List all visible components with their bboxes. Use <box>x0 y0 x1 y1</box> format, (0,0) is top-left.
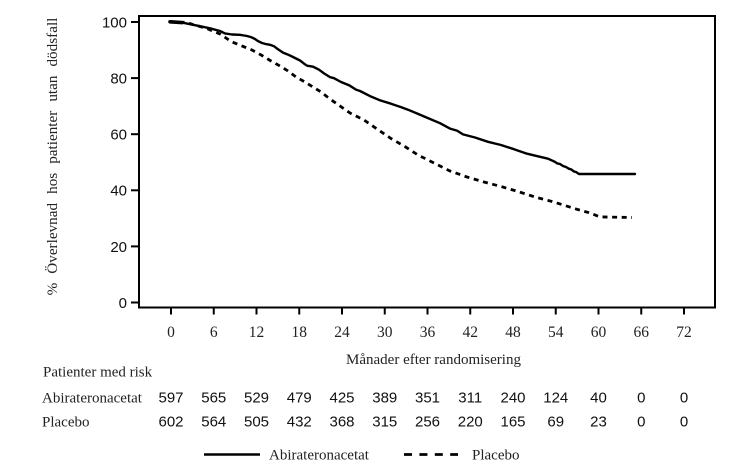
svg-text:40: 40 <box>590 390 607 407</box>
svg-text:432: 432 <box>287 414 312 431</box>
svg-text:100: 100 <box>102 14 127 31</box>
svg-text:72: 72 <box>676 324 692 341</box>
svg-text:80: 80 <box>110 71 127 88</box>
svg-text:529: 529 <box>244 390 269 407</box>
svg-text:12: 12 <box>249 324 265 341</box>
svg-text:220: 220 <box>458 414 483 431</box>
svg-text:20: 20 <box>110 239 127 256</box>
svg-text:0: 0 <box>637 390 645 407</box>
svg-text:315: 315 <box>372 414 397 431</box>
svg-text:60: 60 <box>110 127 127 144</box>
svg-text:256: 256 <box>415 414 440 431</box>
svg-text:597: 597 <box>158 390 183 407</box>
svg-text:66: 66 <box>634 324 650 341</box>
svg-text:165: 165 <box>500 414 525 431</box>
svg-text:0: 0 <box>637 414 645 431</box>
svg-text:Abirateronacetat: Abirateronacetat <box>42 391 143 407</box>
svg-text:240: 240 <box>500 390 525 407</box>
svg-text:Placebo: Placebo <box>472 448 519 464</box>
svg-text:368: 368 <box>329 414 354 431</box>
svg-text:505: 505 <box>244 414 269 431</box>
svg-text:351: 351 <box>415 390 440 407</box>
svg-text:69: 69 <box>547 414 564 431</box>
svg-text:Månader efter randomisering: Månader efter randomisering <box>346 352 521 368</box>
svg-text:% Överlevnad hos patienter uta: % Överlevnad hos patienter utan dödsfall <box>44 18 61 296</box>
svg-text:Placebo: Placebo <box>42 415 89 431</box>
svg-text:311: 311 <box>458 390 482 407</box>
svg-text:24: 24 <box>334 324 350 341</box>
svg-text:479: 479 <box>287 390 312 407</box>
svg-text:40: 40 <box>110 183 127 200</box>
svg-text:60: 60 <box>591 324 607 341</box>
svg-text:Abirateronacetat: Abirateronacetat <box>269 448 370 464</box>
svg-text:Patienter med risk: Patienter med risk <box>43 365 153 381</box>
svg-text:6: 6 <box>210 324 218 341</box>
svg-text:0: 0 <box>119 295 127 312</box>
svg-text:425: 425 <box>329 390 354 407</box>
svg-text:23: 23 <box>590 414 607 431</box>
svg-text:36: 36 <box>420 324 436 341</box>
svg-text:0: 0 <box>680 390 688 407</box>
svg-text:565: 565 <box>201 390 226 407</box>
svg-text:0: 0 <box>167 324 175 341</box>
svg-text:124: 124 <box>543 390 568 407</box>
svg-text:54: 54 <box>548 324 564 341</box>
svg-text:48: 48 <box>505 324 521 341</box>
svg-text:0: 0 <box>680 414 688 431</box>
svg-text:564: 564 <box>201 414 226 431</box>
svg-text:30: 30 <box>377 324 393 341</box>
svg-text:389: 389 <box>372 390 397 407</box>
svg-text:18: 18 <box>292 324 308 341</box>
svg-text:602: 602 <box>158 414 183 431</box>
svg-text:42: 42 <box>463 324 479 341</box>
